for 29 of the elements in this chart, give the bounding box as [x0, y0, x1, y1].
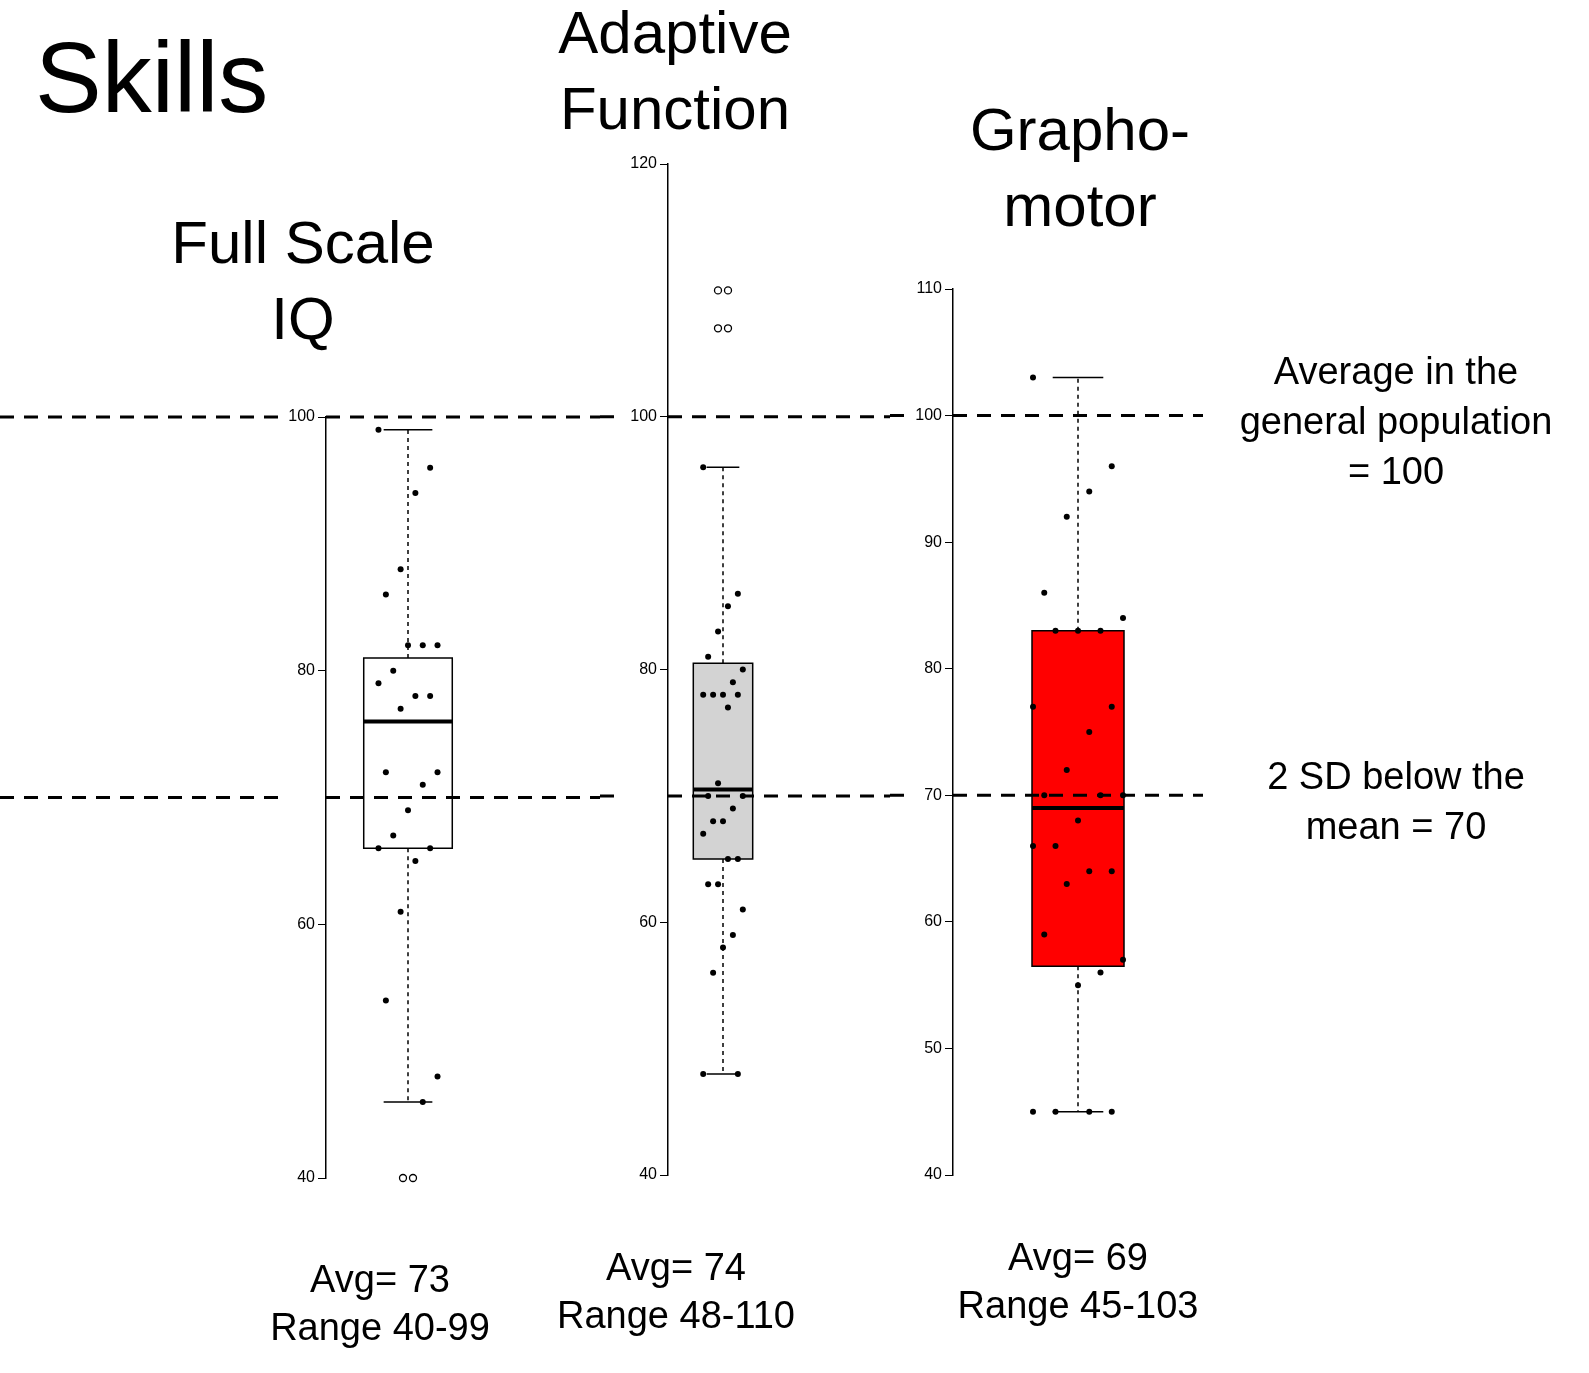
y-tick-label: 120 — [630, 154, 658, 172]
text: Avg= 74 — [606, 1246, 746, 1288]
y-tick-label: 100 — [915, 405, 943, 423]
y-tick-label: 40 — [639, 1165, 658, 1183]
text: Range 45-103 — [957, 1284, 1199, 1326]
chart-title: Full Scale IQ — [170, 208, 436, 354]
text: Range 48-110 — [556, 1294, 796, 1336]
text: Avg= 69 — [1008, 1236, 1148, 1278]
y-tick-label: 50 — [924, 1038, 943, 1056]
ref-line-label: Average in the general population = 100 — [1239, 350, 1553, 493]
y-tick-label: 60 — [297, 914, 316, 932]
y-tick-label: 80 — [924, 659, 943, 677]
text: Avg= 73 — [310, 1258, 450, 1300]
text: Range 40-99 — [270, 1306, 490, 1348]
y-tick-label: 90 — [924, 532, 943, 550]
y-tick-label: 40 — [297, 1168, 316, 1186]
y-tick-label: 80 — [297, 661, 316, 679]
text: Skills — [35, 20, 269, 135]
chart-title: Adaptive Function — [557, 0, 793, 144]
ref-line-label: 2 SD below the mean = 70 — [1267, 754, 1525, 847]
y-tick-label: 60 — [639, 912, 658, 930]
y-tick-label: 100 — [288, 407, 316, 425]
y-tick-label: 40 — [924, 1165, 943, 1183]
y-tick-label: 60 — [924, 912, 943, 930]
y-tick-label: 70 — [924, 785, 943, 803]
y-tick-label: 80 — [639, 659, 658, 677]
y-tick-label: 110 — [916, 279, 943, 297]
y-tick-label: 100 — [630, 407, 658, 425]
chart-title: Grapho-motor — [968, 95, 1192, 241]
